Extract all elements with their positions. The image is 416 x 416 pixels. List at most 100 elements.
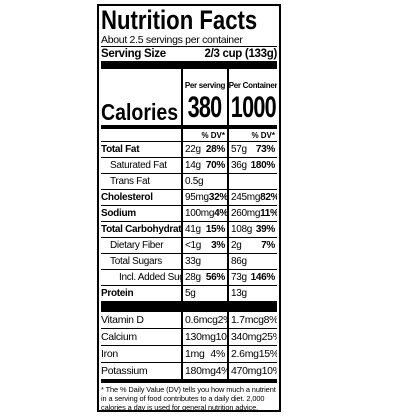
serving-size: Serving Size 2/3 cup (133g) (101, 46, 277, 61)
value-cell: 13g (227, 286, 277, 301)
nutrient-name: Saturated Fat (110, 160, 167, 171)
amount: 57g (231, 144, 247, 155)
amount: 14g (185, 160, 201, 171)
daily-value: 82% (260, 192, 277, 203)
daily-value: 7% (261, 240, 275, 251)
calories-label: Calories (101, 99, 179, 125)
serving-size-label: Serving Size (101, 48, 166, 60)
calories-value: 1000 (230, 91, 276, 124)
nutrition-label: Nutrition Facts About 2.5 servings per c… (97, 4, 281, 412)
daily-value: 73% (255, 144, 275, 155)
daily-value: 15% (205, 224, 225, 235)
value-cell: 14g 70% (181, 158, 227, 173)
value-cell: 260mg 11% (227, 206, 277, 221)
daily-value: 70% (205, 160, 225, 171)
amount: 0.6mcg (185, 314, 218, 326)
amount: 2g (231, 240, 242, 251)
daily-value: 11% (260, 208, 277, 219)
amount: 470mg (231, 365, 262, 377)
calories-container: Per Container 1000 (227, 69, 277, 125)
value-cell: 2.6mg 15% (227, 346, 277, 362)
amount: 260mg (231, 208, 261, 219)
nutrient-name: Total Sugars (110, 256, 162, 267)
daily-value: 32% (208, 192, 227, 203)
dv-header-text: % DV* (201, 130, 225, 140)
calories-serving: Per serving 380 (181, 69, 227, 125)
value-cell: 22g 28% (181, 142, 227, 157)
divider (101, 301, 277, 311)
amount: 41g (185, 224, 201, 235)
dv-header: % DV* (227, 129, 277, 141)
title: Nutrition Facts (101, 5, 258, 35)
nutrient-row: Total Fat 22g 28% 57g 73% (101, 141, 277, 157)
amount: 95mg (185, 192, 209, 203)
amount: 340mg (231, 331, 262, 343)
nutrient-row: Sodium 100mg 4% 260mg 11% (101, 205, 277, 221)
spacer (101, 129, 181, 141)
nutrient-row: Iron 1mg 4% 2.6mg 15% (101, 345, 277, 362)
amount: 33g (185, 256, 201, 267)
dv-header-text: % DV* (251, 130, 275, 140)
nutrient-name: Trans Fat (110, 176, 150, 187)
daily-value: 15% (258, 348, 277, 360)
calories-row: Calories Per serving 380 Per Container 1… (101, 69, 277, 125)
daily-value: 56% (205, 272, 225, 283)
amount: 13g (231, 288, 247, 299)
nutrient-name: Incl. Added Sugars (119, 272, 181, 283)
daily-value: 146% (250, 272, 276, 283)
nutrient-name: Cholesterol (101, 192, 153, 203)
value-cell: 57g 73% (227, 142, 277, 157)
divider (101, 125, 277, 129)
nutrient-row: Total Sugars 33g 86g (101, 253, 277, 269)
nutrient-name: Dietary Fiber (110, 240, 164, 251)
divider (101, 379, 277, 383)
column-header: Per Container (228, 81, 277, 90)
amount: 100mg (185, 208, 215, 219)
dv-header-row: % DV* % DV* (101, 129, 277, 141)
value-cell (227, 174, 277, 189)
amount: 5g (185, 288, 196, 299)
nutrient-row: Total Carbohydrate 41g 15% 108g 39% (101, 221, 277, 237)
amount: 245mg (231, 192, 261, 203)
amount: 36g (231, 160, 247, 171)
nutrient-name: Calcium (101, 331, 137, 343)
divider (101, 61, 277, 69)
value-cell: 2g 7% (227, 238, 277, 253)
value-cell: 1.7mcg 8% (227, 312, 277, 328)
column-header: Per serving (184, 81, 226, 90)
value-cell: 5g (181, 286, 227, 301)
value-cell: 33g (181, 254, 227, 269)
daily-value: 8% (263, 314, 277, 326)
nutrient-name: Total Carbohydrate (101, 224, 181, 235)
amount: 130mg (185, 331, 216, 343)
amount: 108g (231, 224, 253, 235)
nutrient-name: Iron (101, 348, 118, 360)
calories-value: 380 (188, 91, 223, 124)
amount: 1.7mcg (231, 314, 264, 326)
amount: 73g (231, 272, 247, 283)
vitamin-list: Vitamin D0.6mcg2%1.7mcg8%Calcium130mg10%… (101, 311, 277, 379)
amount: 2.6mg (231, 348, 259, 360)
daily-value: 10% (215, 331, 227, 343)
daily-value: 10% (261, 365, 277, 377)
amount: 86g (231, 256, 247, 267)
value-cell: 41g 15% (181, 222, 227, 237)
value-cell: 108g 39% (227, 222, 277, 237)
daily-value: 4% (214, 208, 227, 219)
nutrient-name: Vitamin D (101, 314, 144, 326)
nutrient-row: Saturated Fat 14g 70% 36g 180% (101, 157, 277, 173)
nutrient-list: Total Fat 22g 28% 57g 73% Saturated Fat 14g 70%… (101, 141, 277, 301)
value-cell: 100mg 4% (181, 206, 227, 221)
amount: 22g (185, 144, 201, 155)
amount: <1g (185, 240, 202, 251)
nutrient-row: Protein 5g 13g (101, 285, 277, 301)
